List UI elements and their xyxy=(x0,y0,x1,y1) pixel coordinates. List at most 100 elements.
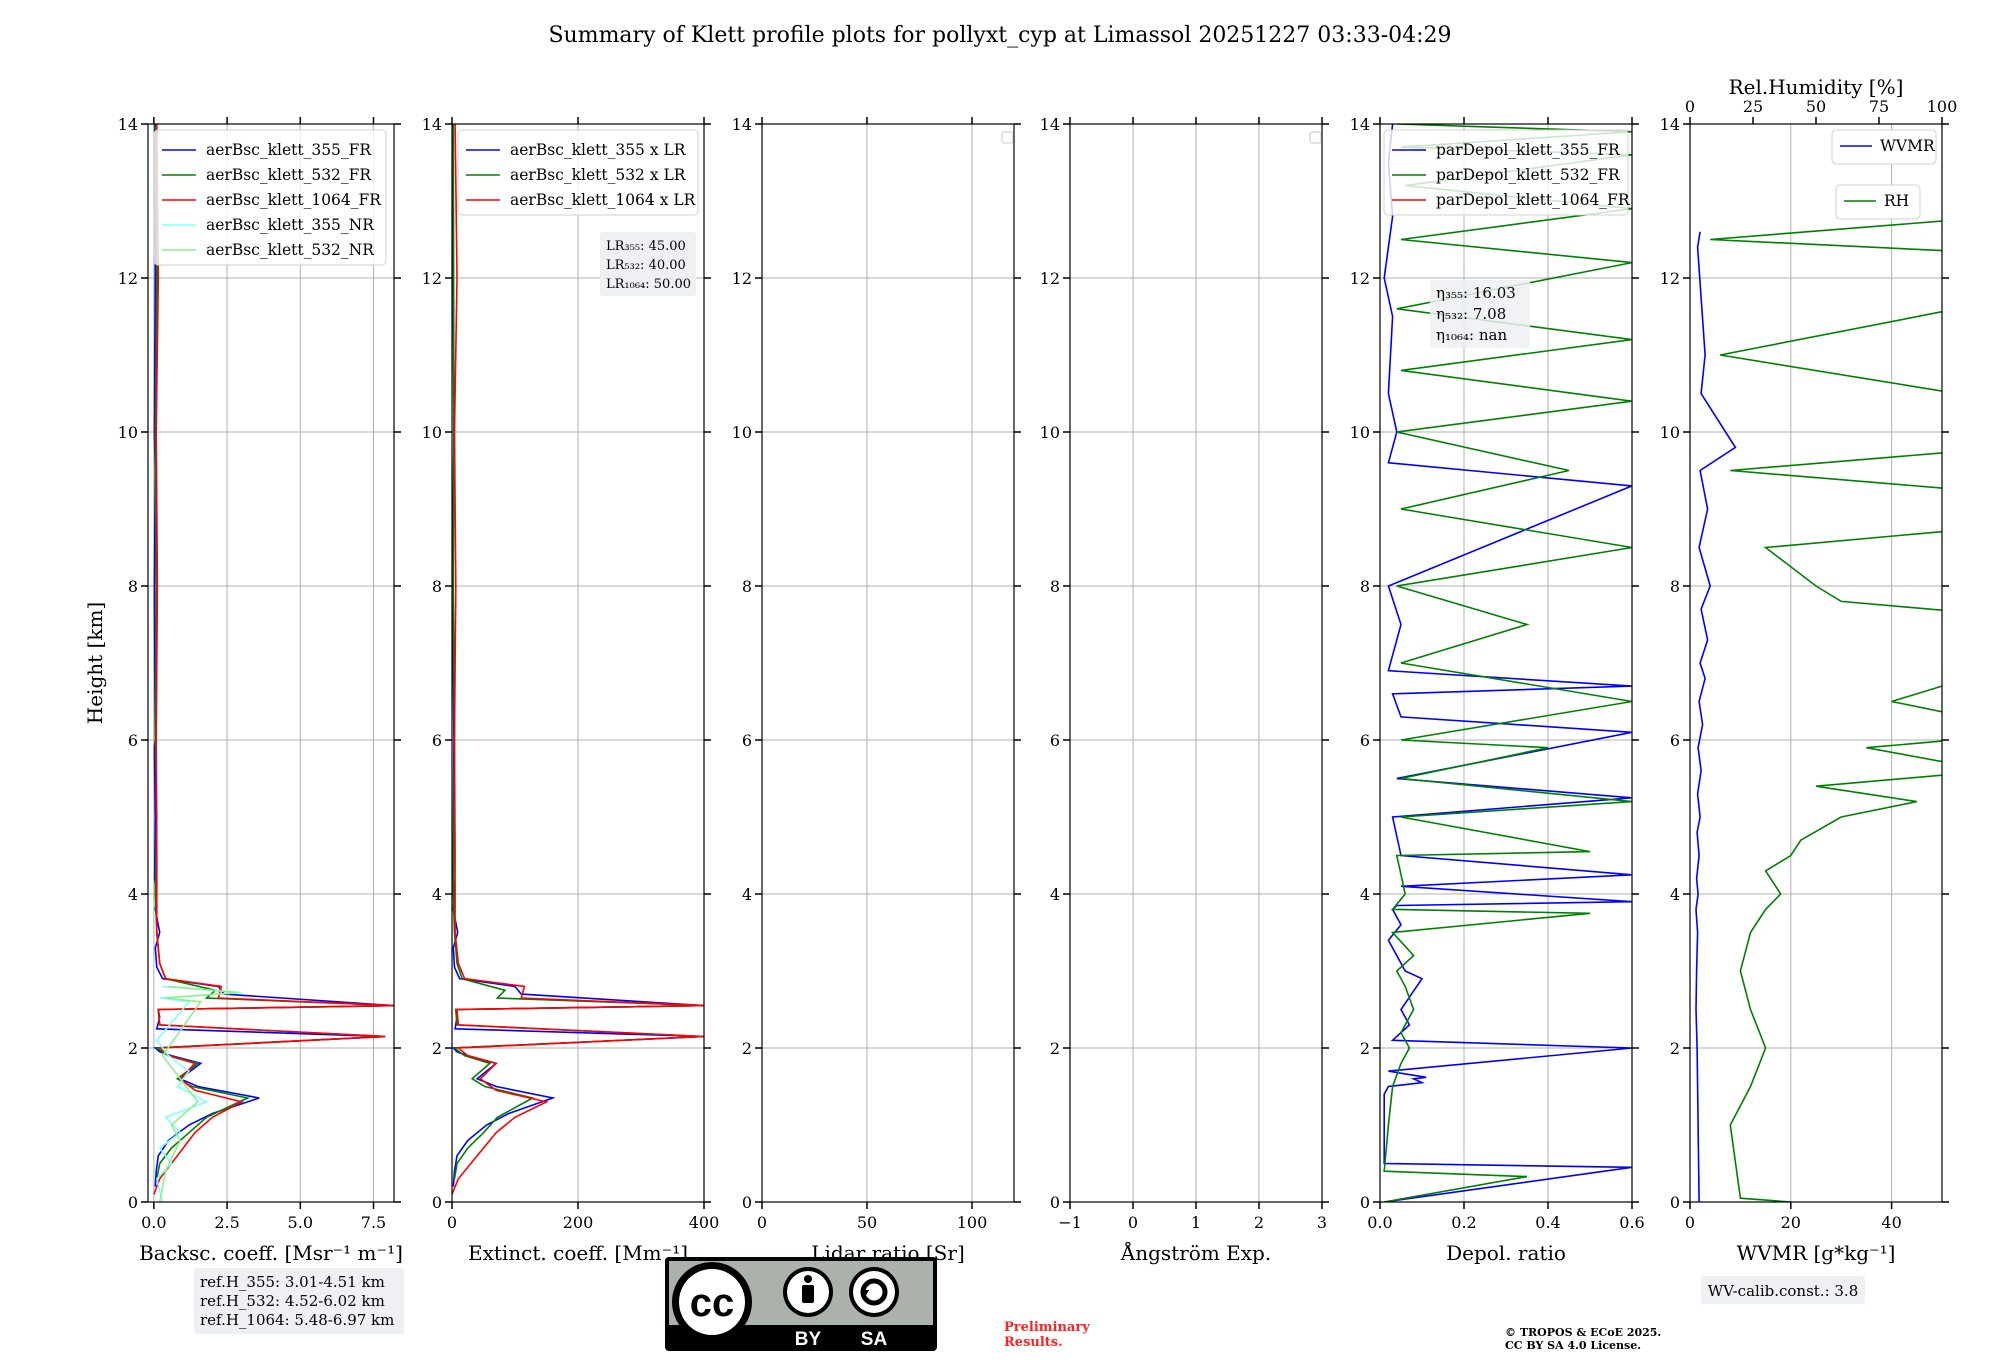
y-tick-label: 6 xyxy=(128,731,138,750)
y-tick-label: 14 xyxy=(1040,115,1060,134)
legend-wvmr: WVMR xyxy=(1831,129,1937,165)
x-tick-label: 0.0 xyxy=(1367,1213,1392,1232)
x-tick-label: 0.0 xyxy=(141,1213,166,1232)
y-tick-label: 8 xyxy=(432,577,442,596)
y-tick-label: 2 xyxy=(1670,1039,1680,1058)
legend-box xyxy=(153,129,387,266)
series-group xyxy=(1695,220,1942,1202)
y-tick-label: 4 xyxy=(128,885,138,904)
y-tick-label: 10 xyxy=(118,423,138,442)
series-line-aerbsc-klett-532-fr xyxy=(154,124,394,1180)
series-line-pardepol-klett-532-fr xyxy=(1383,124,1632,1202)
y-tick-label: 12 xyxy=(1660,269,1680,288)
y-tick-label: 14 xyxy=(1350,115,1370,134)
empty-legend-lidar-ratio xyxy=(1001,131,1014,144)
legend-box xyxy=(1831,129,1937,165)
y-tick-label: 12 xyxy=(1040,269,1060,288)
y-tick-label: 0 xyxy=(1670,1193,1680,1212)
y-tick-label: 12 xyxy=(118,269,138,288)
preliminary-line2: Results. xyxy=(1004,1335,1063,1350)
y-tick-label: 10 xyxy=(1350,423,1370,442)
copyright-line1: © TROPOS & ECoE 2025. xyxy=(1505,1326,1661,1339)
panel-depol: 0 2 4 6 8 10 12 14 0.0 0.2 0.4 0.6 Depol. ratio xyxy=(1350,115,1645,1265)
legend-entry: WVMR xyxy=(1880,137,1936,155)
y-tick-label: 10 xyxy=(1040,423,1060,442)
x-tick-label: 0 xyxy=(447,1213,457,1232)
annotation-line: LR₁₀₆₄: 50.00 xyxy=(606,277,691,292)
top-x-tick-label: 0 xyxy=(1685,97,1695,116)
legend-box xyxy=(1383,129,1629,216)
y-tick-label: 10 xyxy=(422,423,442,442)
legend-entry: aerBsc_klett_1064 x LR xyxy=(510,191,697,209)
plot-frame xyxy=(1379,123,1633,1203)
legend-box xyxy=(1835,184,1921,220)
annotation-box xyxy=(600,232,696,296)
y-tick-label: 8 xyxy=(1670,577,1680,596)
y-tick-label: 6 xyxy=(742,731,752,750)
copyright-line2: CC BY SA 4.0 License. xyxy=(1505,1339,1641,1352)
y-tick-label: 10 xyxy=(1660,423,1680,442)
legend-entry: aerBsc_klett_532 x LR xyxy=(510,166,687,184)
x-tick-label: 400 xyxy=(689,1213,720,1232)
annotation-line: LR₃₅₅: 45.00 xyxy=(606,239,686,254)
annotation-line: LR₅₃₂: 40.00 xyxy=(606,258,686,273)
x-tick-label: 3 xyxy=(1317,1213,1327,1232)
y-tick-label: 12 xyxy=(422,269,442,288)
x-tick-label: 2 xyxy=(1254,1213,1264,1232)
y-tick-label: 2 xyxy=(742,1039,752,1058)
annotation-box xyxy=(1430,280,1530,348)
y-tick-label: 2 xyxy=(128,1039,138,1058)
series-line-aerbsc-klett-532-x-lr xyxy=(452,124,704,1180)
y-tick-label: 14 xyxy=(1660,115,1680,134)
y-tick-label: 8 xyxy=(1050,577,1060,596)
figure-title: Summary of Klett profile plots for polly… xyxy=(548,23,1451,48)
x-tick-label: 0.4 xyxy=(1535,1213,1560,1232)
top-x-tick-label: 100 xyxy=(1927,97,1958,116)
legend-extinction: aerBsc_klett_355 x LR aerBsc_klett_532 x … xyxy=(457,129,699,216)
legend-entry: parDepol_klett_355_FR xyxy=(1436,141,1621,159)
x-tick-label: 40 xyxy=(1881,1213,1901,1232)
lidar-ratio-annotation: LR₃₅₅: 45.00 LR₅₃₂: 40.00 LR₁₀₆₄: 50.00 xyxy=(600,232,696,296)
legend-entry: parDepol_klett_532_FR xyxy=(1436,166,1621,184)
y-tick-label: 2 xyxy=(1050,1039,1060,1058)
legend-entry: aerBsc_klett_355_NR xyxy=(206,216,375,234)
legend-entry: RH xyxy=(1884,192,1909,210)
legend-entry: aerBsc_klett_355 x LR xyxy=(510,141,687,159)
top-x-tick-label: 25 xyxy=(1743,97,1763,116)
y-tick-label: 14 xyxy=(732,115,752,134)
annotation-line: η₅₃₂: 7.08 xyxy=(1436,305,1506,323)
legend-box xyxy=(457,129,699,216)
y-tick-label: 4 xyxy=(742,885,752,904)
cc-by-label: BY xyxy=(795,1329,822,1350)
ref-height-532: ref.H_532: 4.52-6.02 km xyxy=(200,1292,385,1310)
y-tick-label: 10 xyxy=(732,423,752,442)
legend-entry: aerBsc_klett_355_FR xyxy=(206,141,372,159)
wv-calib-const: WV-calib.const.: 3.8 xyxy=(1708,1282,1859,1300)
y-tick-label: 6 xyxy=(432,731,442,750)
series-group xyxy=(153,124,394,1202)
y-tick-label: 0 xyxy=(742,1193,752,1212)
y-tick-label: 6 xyxy=(1670,731,1680,750)
series-line-pardepol-klett-355-fr xyxy=(1383,124,1632,1202)
x-axis-label: Backsc. coeff. [Msr⁻¹ m⁻¹] xyxy=(139,1241,403,1265)
x-tick-label: 0 xyxy=(757,1213,767,1232)
annotation-line: η₃₅₅: 16.03 xyxy=(1436,284,1516,302)
y-tick-label: 8 xyxy=(128,577,138,596)
series-line-aerbsc-klett-355-nr xyxy=(155,985,242,1202)
annotation-line: η₁₀₆₄: nan xyxy=(1436,326,1507,344)
x-tick-label: 20 xyxy=(1781,1213,1801,1232)
plot-frame xyxy=(147,123,395,1203)
x-tick-label: 0 xyxy=(1685,1213,1695,1232)
cc-license-logo: cc BY SA xyxy=(665,1257,937,1351)
x-axis-label: Ångström Exp. xyxy=(1120,1240,1271,1265)
x-tick-label: 7.5 xyxy=(361,1213,386,1232)
y-tick-label: 14 xyxy=(118,115,138,134)
series-line-aerbsc-klett-1064-fr xyxy=(153,124,394,1195)
ref-height-355: ref.H_355: 3.01-4.51 km xyxy=(200,1273,385,1291)
series-group xyxy=(452,124,704,1195)
y-tick-label: 4 xyxy=(432,885,442,904)
